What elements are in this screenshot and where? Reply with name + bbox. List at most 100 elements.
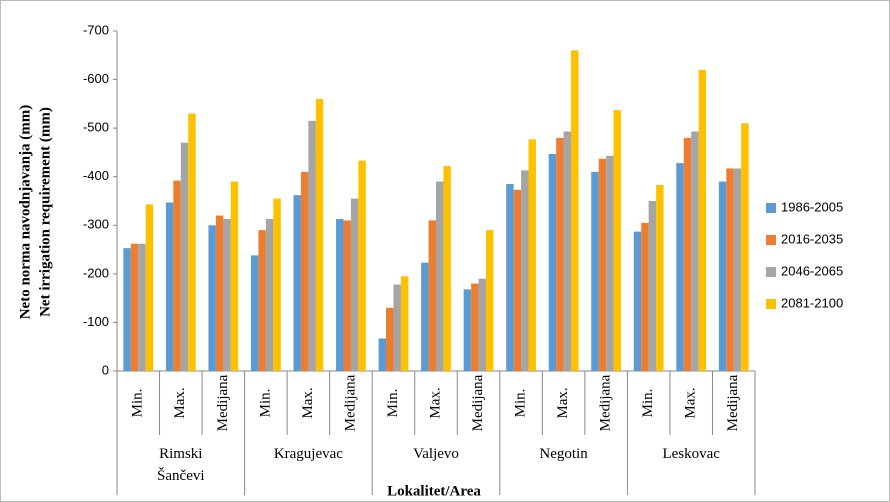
bar <box>528 139 536 371</box>
bar <box>691 131 699 371</box>
bar <box>145 204 154 371</box>
bar <box>741 123 749 372</box>
x-tick-label: Min. <box>513 389 529 418</box>
bar <box>386 307 394 371</box>
bar <box>173 180 181 371</box>
bar <box>598 158 607 371</box>
bar <box>548 153 557 371</box>
bar <box>698 69 707 371</box>
bar <box>130 243 139 371</box>
bar <box>215 215 224 371</box>
x-tick-label: Max. <box>300 387 316 418</box>
x-tick-label: Medijana <box>342 374 358 431</box>
bar <box>485 230 494 371</box>
bar <box>393 284 401 371</box>
group-label: Rimski Šančevi <box>157 446 205 484</box>
bar <box>421 262 429 371</box>
x-tick-label: Min. <box>640 389 656 418</box>
bar <box>463 289 472 371</box>
group-label: Negotin <box>539 446 588 462</box>
x-tick-label: Max. <box>172 387 188 418</box>
legend-label: 2081-2100 <box>781 295 843 310</box>
x-tick-label: Medijana <box>470 374 486 431</box>
x-tick-label: Max. <box>555 387 571 418</box>
bar <box>726 168 734 371</box>
bar <box>180 142 189 371</box>
bar <box>273 198 281 371</box>
legend-swatch <box>766 267 776 277</box>
x-tick-label: Max. <box>427 387 443 418</box>
bar <box>265 218 274 371</box>
x-tick-label: Medijana <box>725 374 741 431</box>
bar <box>718 181 727 371</box>
legend-swatch <box>766 235 776 245</box>
bar <box>443 166 451 371</box>
legend-label: 2046-2065 <box>781 263 843 278</box>
bar <box>223 218 231 371</box>
group-label: Valjevo <box>413 446 459 462</box>
bar <box>350 198 359 371</box>
y-tick-label: -600 <box>83 71 109 86</box>
legend-label: 2016-2035 <box>781 231 843 246</box>
legend-swatch <box>766 299 776 309</box>
bar <box>293 195 301 371</box>
bar <box>230 181 239 371</box>
legend-swatch <box>766 203 776 213</box>
group-label: Kragujevac <box>273 446 343 462</box>
bar <box>606 155 614 371</box>
bar <box>478 278 486 371</box>
y-tick-label: -700 <box>83 22 109 37</box>
bar <box>683 137 692 371</box>
bar <box>343 220 351 371</box>
bar <box>733 168 742 371</box>
bar <box>613 110 622 372</box>
bar <box>250 255 259 371</box>
bar <box>676 163 684 371</box>
bar <box>165 202 174 371</box>
bar <box>188 113 196 372</box>
bar <box>633 231 642 371</box>
bar <box>648 201 657 371</box>
bar <box>308 120 316 371</box>
bar <box>208 225 216 371</box>
bar <box>358 160 366 371</box>
x-tick-label: Medijana <box>215 374 231 431</box>
bar <box>436 181 444 371</box>
bar <box>521 170 529 371</box>
bar <box>471 283 479 371</box>
bar <box>258 230 266 371</box>
bar <box>641 222 649 371</box>
y-tick-label: -300 <box>83 217 109 232</box>
y-axis-title: Neto norma navodnjavanja (mm) <box>17 105 33 320</box>
bar <box>300 171 309 371</box>
bar <box>571 50 579 372</box>
bar <box>123 248 131 371</box>
bar <box>506 184 514 371</box>
bar <box>513 189 522 371</box>
y-tick-label: 0 <box>102 362 109 377</box>
bar <box>556 137 564 371</box>
bar <box>336 218 344 371</box>
bar <box>400 276 409 371</box>
y-tick-label: -400 <box>83 168 109 183</box>
x-tick-label: Max. <box>683 387 699 418</box>
y-tick-label: -500 <box>83 120 109 135</box>
x-tick-label: Min. <box>130 389 146 418</box>
bar <box>428 220 436 371</box>
bar <box>138 243 146 371</box>
y-tick-label: -200 <box>83 265 109 280</box>
bar <box>656 184 664 371</box>
y-axis-title: Net irrigation requirement (mm) <box>37 107 53 317</box>
bar <box>563 131 572 371</box>
group-label: Leskovac <box>662 446 720 462</box>
y-tick-label: -100 <box>83 314 109 329</box>
x-tick-label: Min. <box>257 389 273 418</box>
x-axis-title: Lokalitet/Area <box>387 483 481 499</box>
bar <box>315 99 324 371</box>
x-tick-label: Medijana <box>598 374 614 431</box>
bar <box>378 338 387 371</box>
legend-label: 1986-2005 <box>781 199 843 214</box>
bar <box>591 171 599 371</box>
